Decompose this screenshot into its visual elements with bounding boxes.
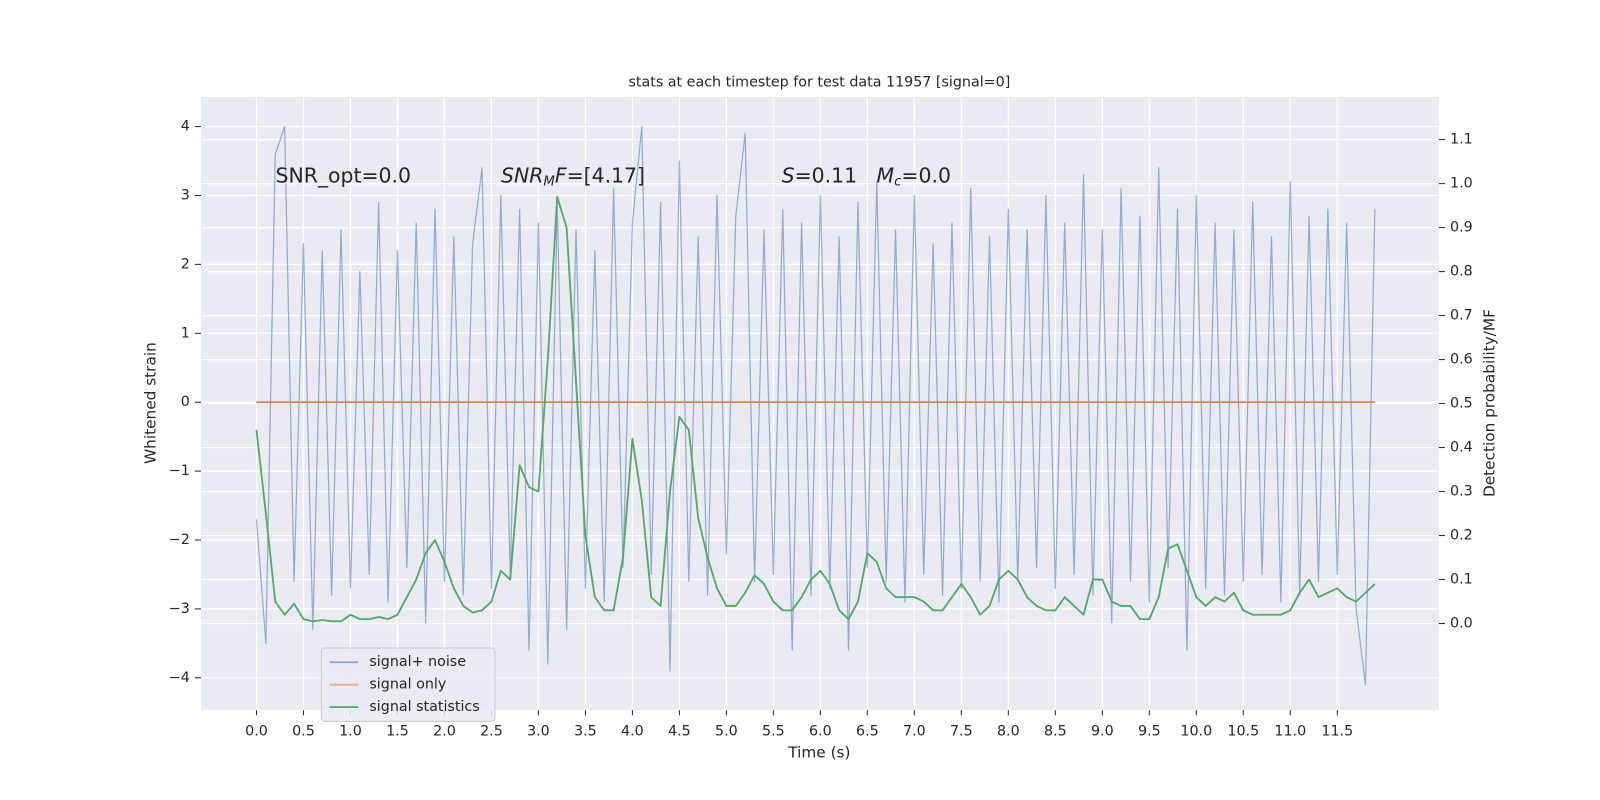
annotation: SNR_opt=0.0 xyxy=(276,164,412,189)
x-tick-label: 3.5 xyxy=(574,724,597,740)
annotation-text: M xyxy=(877,164,895,188)
x-tick-label: 11.5 xyxy=(1321,724,1353,740)
y-axis-label: Whitened strain xyxy=(142,342,160,464)
chart-title: stats at each timestep for test data 119… xyxy=(628,75,1010,91)
y2-tick-label: 1.0 xyxy=(1450,176,1473,192)
y2-tick-label: 0.6 xyxy=(1450,352,1473,368)
legend-box xyxy=(320,647,496,722)
y2-tick-label: 0.1 xyxy=(1450,572,1473,588)
y-tick-label: 1 xyxy=(181,325,190,341)
y2-tick-label: 0.0 xyxy=(1450,616,1473,632)
annotation: S=0.11 xyxy=(782,164,857,188)
y-tick-label: 3 xyxy=(181,187,190,203)
annotation-text: =0.0 xyxy=(901,164,951,188)
y-tick-label: −4 xyxy=(169,670,190,686)
x-tick-label: 9.5 xyxy=(1138,724,1161,740)
annotation-text: SNR xyxy=(501,164,543,188)
legend-label: signal only xyxy=(369,677,446,693)
annotation-text: c xyxy=(894,175,902,190)
x-tick-label: 10.0 xyxy=(1180,724,1212,740)
marks xyxy=(255,125,1376,686)
y2-tick-label: 0.5 xyxy=(1450,396,1473,412)
series-line xyxy=(255,195,1376,623)
x-tick-label: 8.5 xyxy=(1044,724,1067,740)
annotation: SNRMF=[4.17] xyxy=(501,164,645,190)
legend-label: signal statistics xyxy=(369,699,479,715)
x-tick-label: 4.5 xyxy=(668,724,691,740)
x-tick-label: 2.0 xyxy=(433,724,456,740)
y2-tick-label: 0.9 xyxy=(1450,220,1473,236)
y2-tick-label: 0.8 xyxy=(1450,264,1473,280)
y2-tick-label: 0.7 xyxy=(1450,308,1473,324)
x-tick-label: 8.0 xyxy=(997,724,1020,740)
x-tick-label: 1.5 xyxy=(386,724,409,740)
annotation-text: SNR_opt=0.0 xyxy=(276,164,412,189)
x-tick-label: 0.0 xyxy=(245,724,268,740)
y-tick-label: −1 xyxy=(169,463,190,479)
x-tick-label: 7.5 xyxy=(950,724,973,740)
y2-tick-label: 0.2 xyxy=(1450,528,1473,544)
x-tick-label: 9.0 xyxy=(1091,724,1114,740)
x-tick-label: 4.0 xyxy=(621,724,644,740)
y2-axis-label: Detection probability/MF xyxy=(1480,309,1498,497)
annotation-text: M xyxy=(543,175,555,190)
annotation-text: =[4.17] xyxy=(567,164,645,188)
x-tick-label: 11.0 xyxy=(1274,724,1306,740)
legend: signal+ noise signal only signal statistic… xyxy=(320,647,496,722)
x-tick-label: 5.0 xyxy=(715,724,738,740)
x-axis-label: Time (s) xyxy=(787,744,850,762)
annotation-text: S xyxy=(782,164,795,188)
x-tick-label: 7.0 xyxy=(903,724,926,740)
x-tick-label: 0.5 xyxy=(292,724,315,740)
x-tick-label: 10.5 xyxy=(1227,724,1259,740)
annotation-text: =0.11 xyxy=(795,164,858,188)
y2-tick-label: 1.1 xyxy=(1450,132,1473,148)
x-tick-label: 5.5 xyxy=(762,724,785,740)
x-tick-label: 6.0 xyxy=(809,724,832,740)
y2-tick-label: 0.4 xyxy=(1450,440,1473,456)
x-tick-label: 2.5 xyxy=(480,724,503,740)
y-tick-label: −3 xyxy=(169,601,190,617)
legend-label: signal+ noise xyxy=(369,654,466,670)
y2-tick-label: 0.3 xyxy=(1450,484,1473,500)
y-tick-label: 4 xyxy=(181,119,190,135)
y-tick-label: 0 xyxy=(181,394,190,410)
x-tick-label: 1.0 xyxy=(339,724,362,740)
annotation-text: F xyxy=(555,164,567,188)
x-tick-label: 3.0 xyxy=(527,724,550,740)
annotation: Mc=0.0 xyxy=(877,164,951,190)
y-tick-label: −2 xyxy=(169,532,190,548)
y-tick-label: 2 xyxy=(181,256,190,272)
x-tick-label: 6.5 xyxy=(856,724,879,740)
